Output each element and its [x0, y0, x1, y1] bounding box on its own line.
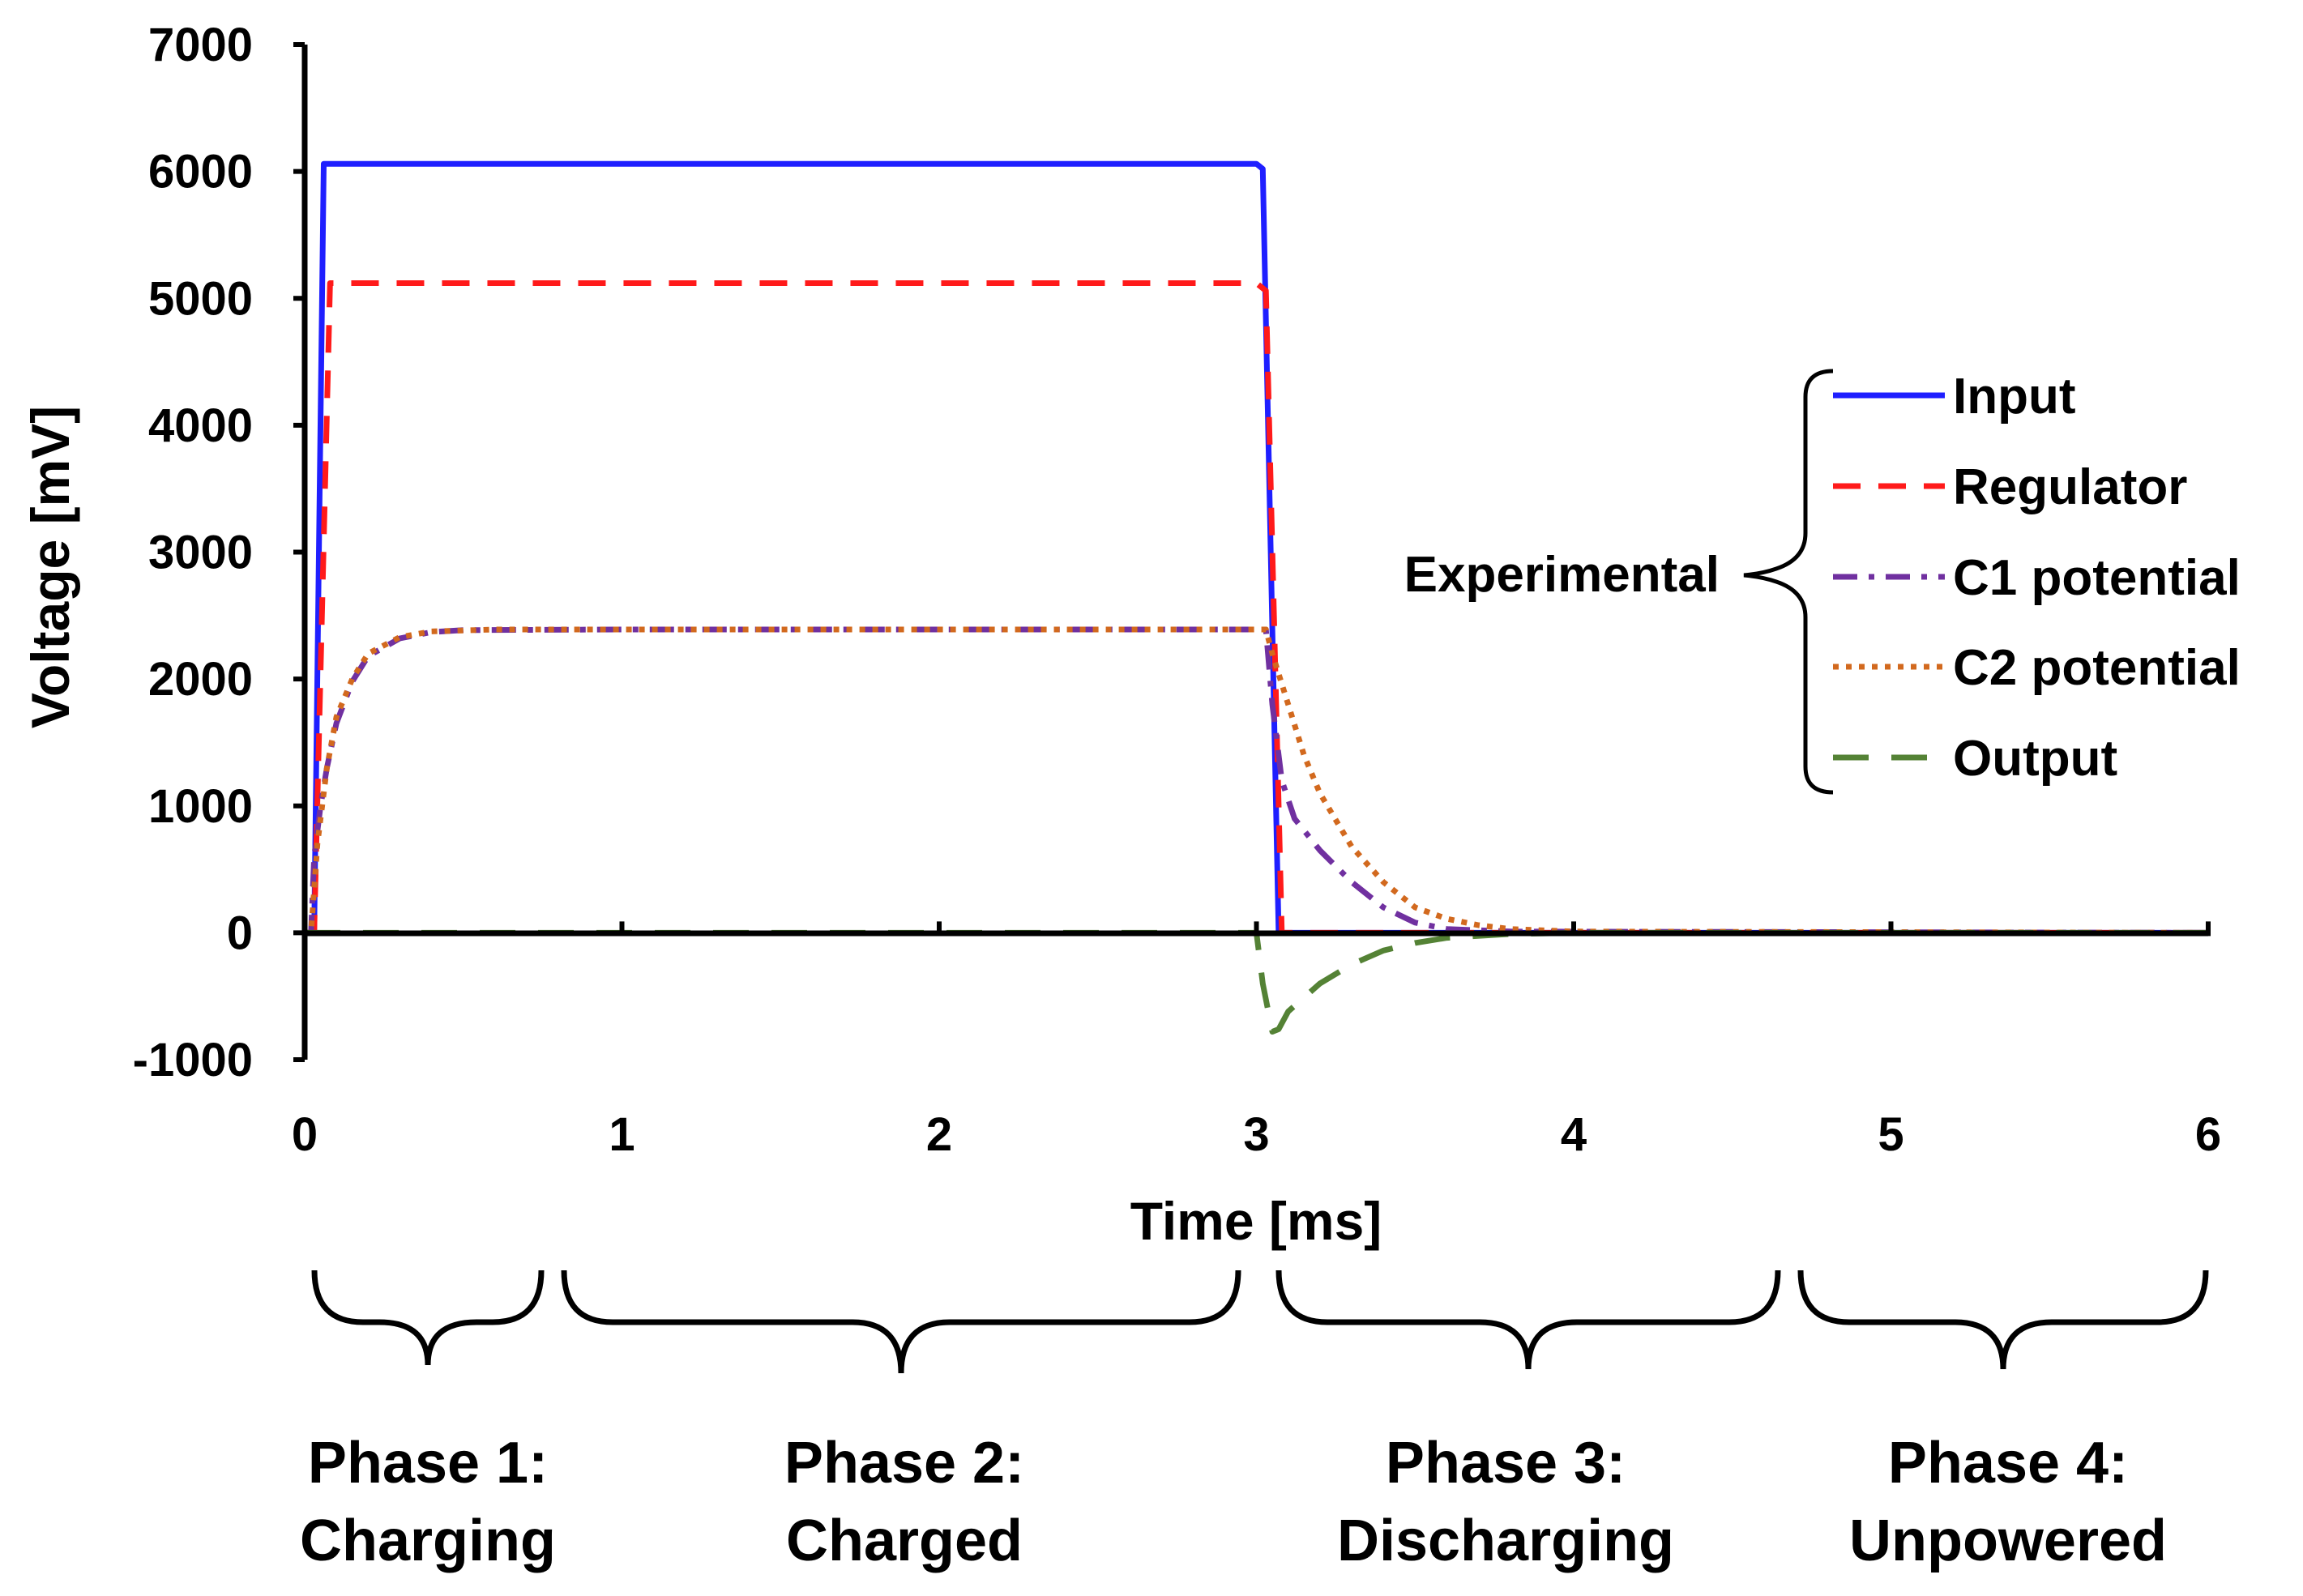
- series-line-c2-potential: [305, 626, 2209, 936]
- x-axis-title: Time [ms]: [1130, 1191, 1382, 1251]
- x-tick-label: 4: [1561, 1108, 1587, 1161]
- y-ticks: -1000 0 1000 2000 3000 4000 5000 6000 7000: [133, 19, 305, 1086]
- phase-3-line2: Discharging: [1337, 1509, 1674, 1573]
- phase-1-brace: [311, 1270, 545, 1366]
- phase-2-line1: Phase 2:: [784, 1431, 1024, 1496]
- y-tick-label: 1000: [148, 780, 253, 833]
- x-tick-label: 6: [2195, 1108, 2221, 1161]
- y-tick-label: 4000: [148, 399, 253, 452]
- phase-3-brace: [1275, 1270, 1781, 1370]
- phase-braces: [311, 1270, 2209, 1374]
- y-tick-label: 7000: [148, 19, 253, 71]
- y-tick-label: 3000: [148, 527, 253, 579]
- x-tick-label: 1: [609, 1108, 634, 1161]
- y-tick-label: 2000: [148, 653, 253, 706]
- series-line-c1-potential: [305, 626, 2209, 936]
- series-line-regulator: [305, 280, 2208, 936]
- phase-2-brace: [561, 1270, 1241, 1374]
- legend-label: Input: [1953, 369, 2076, 425]
- phase-1-line1: Phase 1:: [308, 1431, 548, 1496]
- axes: [301, 45, 2208, 1060]
- phase-4-line1: Phase 4:: [1888, 1431, 2128, 1496]
- legend: Experimental Input Regulator C1 potential C…: [1404, 369, 2241, 795]
- legend-label: Output: [1953, 731, 2117, 787]
- legend-items: Input Regulator C1 potential C2 potential Ou…: [1833, 369, 2241, 787]
- series-line-input: [305, 160, 2208, 936]
- y-tick-label: 6000: [148, 146, 253, 198]
- x-tick-label: 5: [1878, 1108, 1904, 1161]
- phase-labels: Phase 1: Charging Phase 2: Charged Phase…: [300, 1431, 2167, 1573]
- y-tick-label: -1000: [133, 1034, 253, 1086]
- x-tick-label: 0: [292, 1108, 318, 1161]
- series-line-output: [305, 929, 2208, 1035]
- phase-4-brace: [1797, 1270, 2209, 1370]
- x-tick-label: 3: [1243, 1108, 1269, 1161]
- y-axis-title: Voltage [mV]: [20, 406, 80, 728]
- phase-1-line2: Charging: [300, 1509, 556, 1573]
- legend-label: C2 potential: [1953, 640, 2241, 696]
- x-tick-label: 2: [926, 1108, 952, 1161]
- phase-3-line1: Phase 3:: [1386, 1431, 1626, 1496]
- legend-group-label: Experimental: [1404, 547, 1720, 603]
- phase-2-line2: Charged: [786, 1509, 1023, 1573]
- y-tick-label: 0: [227, 907, 253, 959]
- phase-4-line2: Unpowered: [1849, 1509, 2167, 1573]
- y-tick-label: 5000: [148, 272, 253, 325]
- legend-label: C1 potential: [1953, 550, 2241, 606]
- legend-label: Regulator: [1953, 459, 2187, 515]
- x-ticks: 0 1 2 3 4 5 6: [292, 921, 2221, 1161]
- series-layer: [305, 160, 2209, 1035]
- legend-curly-brace: [1743, 369, 1834, 795]
